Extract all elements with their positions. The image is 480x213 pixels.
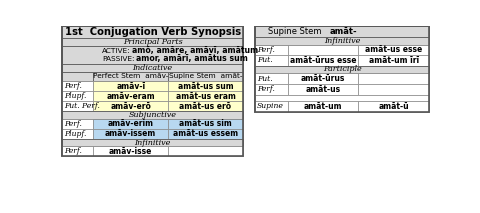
Text: Fut.: Fut. xyxy=(257,56,273,64)
Bar xyxy=(288,84,359,95)
Text: Perf.: Perf. xyxy=(64,82,82,90)
Bar xyxy=(93,72,168,81)
Bar xyxy=(62,147,93,157)
Bar xyxy=(168,101,243,111)
Bar xyxy=(255,26,429,112)
Bar xyxy=(255,73,288,84)
Bar xyxy=(168,91,243,101)
Bar xyxy=(255,101,288,112)
Bar xyxy=(62,38,243,46)
Text: amō, amāre, amāvī, amātum: amō, amāre, amāvī, amātum xyxy=(132,46,259,55)
Text: amāt-us sum: amāt-us sum xyxy=(178,82,233,91)
Bar xyxy=(359,45,429,55)
Bar xyxy=(255,26,429,37)
Bar xyxy=(255,66,429,73)
Bar xyxy=(168,147,243,157)
Bar xyxy=(288,45,359,55)
Text: Infinitive: Infinitive xyxy=(134,139,171,147)
Bar xyxy=(255,84,288,95)
Text: amāt-um: amāt-um xyxy=(304,102,342,111)
Bar xyxy=(62,139,243,147)
Text: PASSIVE:: PASSIVE: xyxy=(102,56,134,62)
Bar xyxy=(255,95,429,101)
Text: Indicative: Indicative xyxy=(132,64,173,72)
Text: amor, amārī, amātus sum: amor, amārī, amātus sum xyxy=(136,54,248,63)
Bar xyxy=(62,119,93,129)
Bar xyxy=(62,72,93,81)
Text: amāt-us essem: amāt-us essem xyxy=(173,129,238,138)
Bar xyxy=(62,26,243,157)
Text: amāt-us eram: amāt-us eram xyxy=(176,92,236,101)
Text: amāt-us erō: amāt-us erō xyxy=(180,102,231,111)
Text: amāt-us esse: amāt-us esse xyxy=(365,45,422,54)
Bar xyxy=(93,119,168,129)
Text: amāt-ūrus: amāt-ūrus xyxy=(301,74,345,83)
Bar xyxy=(168,129,243,139)
Text: Perf.: Perf. xyxy=(257,46,275,54)
Bar xyxy=(288,55,359,66)
Bar xyxy=(93,129,168,139)
Bar xyxy=(359,73,429,84)
Text: Perf.: Perf. xyxy=(64,147,82,155)
Bar xyxy=(93,147,168,157)
Text: Principal Parts: Principal Parts xyxy=(123,38,182,46)
Bar xyxy=(288,101,359,112)
Bar xyxy=(255,37,429,45)
Bar xyxy=(255,26,429,112)
Bar xyxy=(288,73,359,84)
Bar xyxy=(168,72,243,81)
Text: Supine Stem: Supine Stem xyxy=(268,27,330,36)
Text: 1st  Conjugation Verb Synopsis: 1st Conjugation Verb Synopsis xyxy=(64,27,240,37)
Text: Subjunctive: Subjunctive xyxy=(129,111,177,119)
Text: Supine Stem  amāt-: Supine Stem amāt- xyxy=(169,73,242,79)
Text: ACTIVE:: ACTIVE: xyxy=(102,48,131,54)
Text: Infinitive: Infinitive xyxy=(324,37,360,45)
Text: amāv-isse: amāv-isse xyxy=(109,147,153,156)
Bar xyxy=(62,46,243,64)
Bar xyxy=(62,91,93,101)
Bar xyxy=(168,81,243,91)
Text: Fut.: Fut. xyxy=(257,75,273,83)
Text: amāv-issem: amāv-issem xyxy=(105,129,156,138)
Bar xyxy=(93,91,168,101)
Text: Fut. Perf.: Fut. Perf. xyxy=(64,102,100,110)
Text: amāv-eram: amāv-eram xyxy=(107,92,155,101)
Text: Plupf.: Plupf. xyxy=(64,92,86,100)
Bar xyxy=(62,81,93,91)
Text: Supine: Supine xyxy=(257,102,284,110)
Text: amāt-um īrī: amāt-um īrī xyxy=(369,56,419,65)
Text: amāt-ūrus esse: amāt-ūrus esse xyxy=(290,56,356,65)
Bar xyxy=(359,84,429,95)
Bar xyxy=(62,26,243,38)
Text: Plupf.: Plupf. xyxy=(64,130,86,138)
Bar xyxy=(168,119,243,129)
Bar xyxy=(62,64,243,72)
Text: amāt-us sim: amāt-us sim xyxy=(179,119,232,128)
Bar xyxy=(359,101,429,112)
Bar xyxy=(62,101,93,111)
Text: amāv-erim: amāv-erim xyxy=(108,119,154,128)
Text: amāv-ī: amāv-ī xyxy=(116,82,145,91)
Text: Perf.: Perf. xyxy=(257,85,275,94)
Bar xyxy=(62,111,243,119)
Bar xyxy=(255,45,288,55)
Text: amāt-: amāt- xyxy=(330,27,357,36)
Text: Perfect Stem  amāv-: Perfect Stem amāv- xyxy=(93,73,168,79)
Text: amāt-ū: amāt-ū xyxy=(378,102,409,111)
Text: Participle: Participle xyxy=(323,65,361,73)
Bar xyxy=(255,55,288,66)
Bar xyxy=(93,81,168,91)
Text: Perf.: Perf. xyxy=(64,120,82,128)
Text: amāv-erō: amāv-erō xyxy=(110,102,151,111)
Bar xyxy=(359,55,429,66)
Text: amāt-us: amāt-us xyxy=(306,85,341,94)
Bar xyxy=(62,129,93,139)
Bar xyxy=(93,101,168,111)
Bar xyxy=(62,26,243,157)
